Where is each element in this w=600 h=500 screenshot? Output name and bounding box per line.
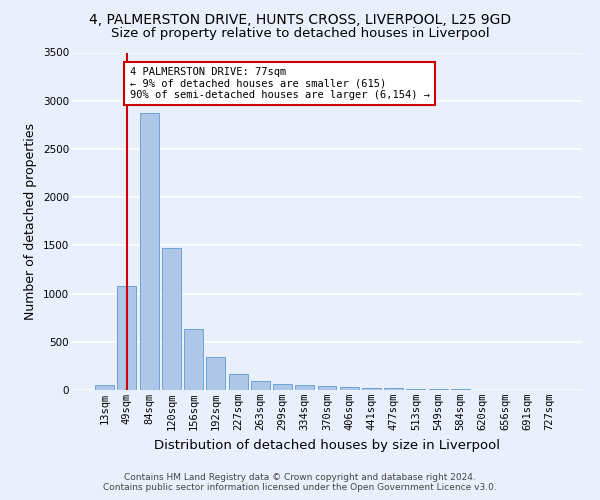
X-axis label: Distribution of detached houses by size in Liverpool: Distribution of detached houses by size …	[154, 438, 500, 452]
Text: Size of property relative to detached houses in Liverpool: Size of property relative to detached ho…	[110, 28, 490, 40]
Text: 4 PALMERSTON DRIVE: 77sqm
← 9% of detached houses are smaller (615)
90% of semi-: 4 PALMERSTON DRIVE: 77sqm ← 9% of detach…	[130, 67, 430, 100]
Bar	[362, 388, 381, 390]
Text: Contains HM Land Registry data © Crown copyright and database right 2024.
Contai: Contains HM Land Registry data © Crown c…	[103, 473, 497, 492]
Bar	[406, 389, 425, 390]
Bar	[140, 114, 158, 390]
Bar	[273, 384, 292, 390]
Bar	[295, 385, 314, 390]
Bar	[251, 381, 270, 390]
Bar	[429, 389, 448, 390]
Bar	[317, 386, 337, 390]
Bar	[229, 374, 248, 390]
Bar	[118, 286, 136, 390]
Y-axis label: Number of detached properties: Number of detached properties	[25, 122, 37, 320]
Bar	[340, 387, 359, 390]
Bar	[162, 248, 181, 390]
Bar	[384, 388, 403, 390]
Bar	[206, 357, 225, 390]
Bar	[95, 384, 114, 390]
Bar	[184, 329, 203, 390]
Text: 4, PALMERSTON DRIVE, HUNTS CROSS, LIVERPOOL, L25 9GD: 4, PALMERSTON DRIVE, HUNTS CROSS, LIVERP…	[89, 12, 511, 26]
